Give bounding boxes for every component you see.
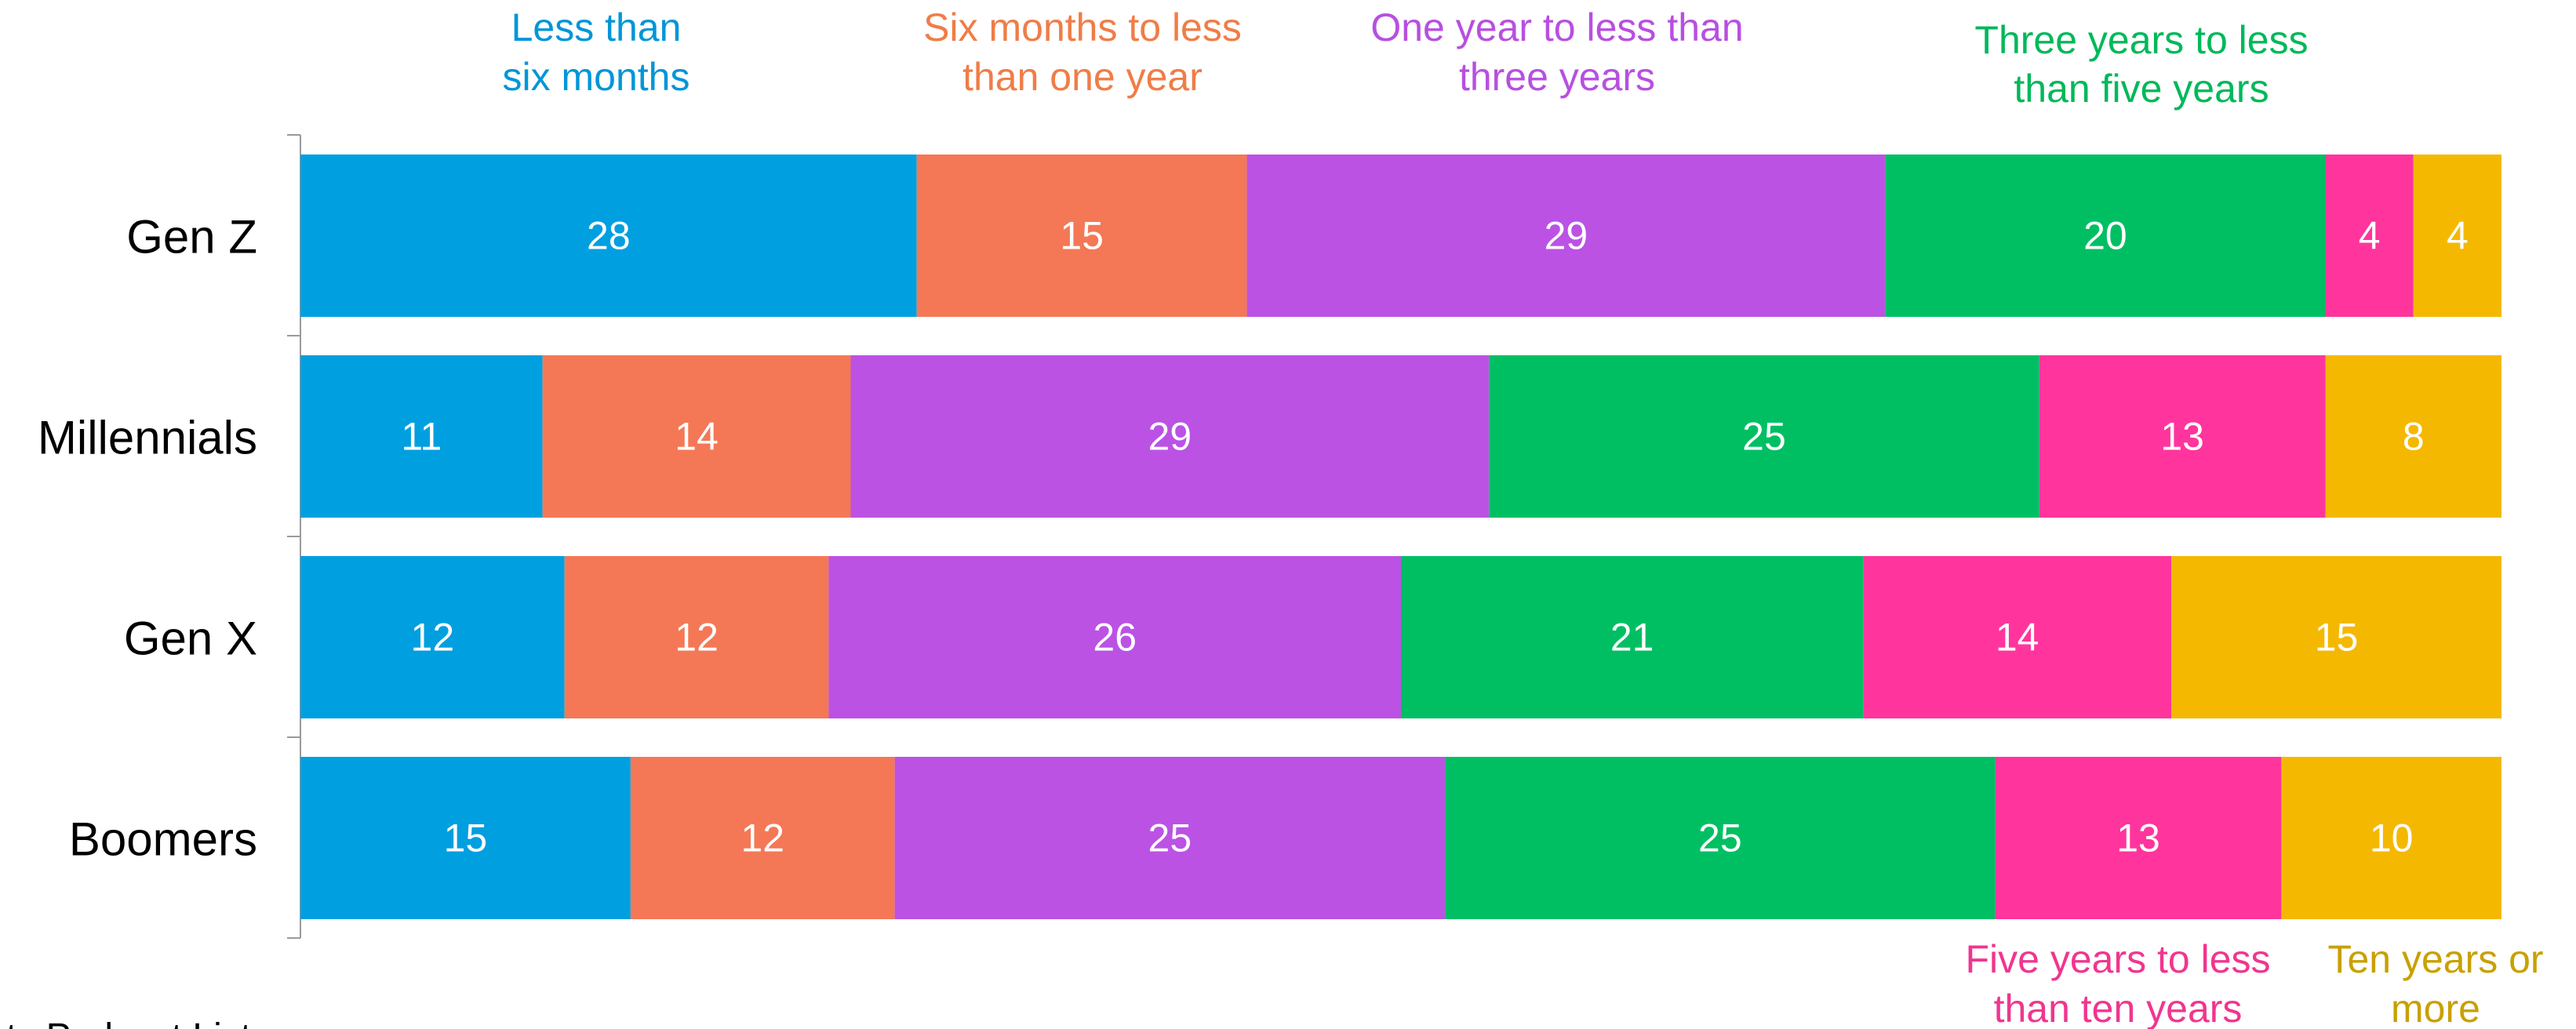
bars [300, 155, 2501, 919]
bar-boomers-ten-years-or-more [2281, 757, 2501, 919]
data-label-millennials-six-months-to-less-than-one-year: 14 [675, 415, 719, 459]
legend: Less than six months Six months to less tha… [503, 5, 2544, 1029]
bar-millennials-five-years-to-less-than-ten-years [2039, 355, 2326, 518]
data-label-millennials-five-years-to-less-than-ten-years: 13 [2160, 415, 2204, 459]
data-label-gen-x-one-year-to-less-than-three-years: 26 [1093, 616, 1137, 660]
bar-millennials-one-year-to-less-than-three-years [850, 355, 1490, 518]
bar-gen-x-one-year-to-less-than-three-years [828, 556, 1401, 718]
data-label-gen-x-three-years-to-less-than-five-years: 21 [1610, 616, 1654, 660]
bar-boomers-six-months-to-less-than-one-year [630, 757, 895, 919]
bar-gen-x-three-years-to-less-than-five-years [1401, 556, 1864, 718]
legend-label-less-than-six-months: Less than six months [503, 5, 690, 99]
category-axis [287, 134, 301, 939]
bar-boomers-one-year-to-less-than-three-years [894, 757, 1446, 919]
bar-gen-x-ten-years-or-more [2171, 556, 2501, 718]
data-label-gen-z-one-year-to-less-than-three-years: 29 [1545, 214, 1588, 258]
bar-millennials-six-months-to-less-than-one-year [542, 355, 851, 518]
legend-label-one-year-to-less-than-three-years: One year to less than three years [1370, 5, 1743, 99]
data-label-gen-z-six-months-to-less-than-one-year: 15 [1060, 214, 1104, 258]
data-label-boomers-less-than-six-months: 15 [444, 816, 488, 860]
bar-boomers-three-years-to-less-than-five-years [1445, 757, 1996, 919]
data-label-millennials-three-years-to-less-than-five-years: 25 [1742, 415, 1786, 459]
data-label-boomers-six-months-to-less-than-one-year: 12 [740, 816, 784, 860]
bar-gen-x-five-years-to-less-than-ten-years [1863, 556, 2172, 718]
data-label-millennials-one-year-to-less-than-three-years: 29 [1148, 415, 1192, 459]
legend-label-five-years-to-less-than-ten-years: Five years to less than ten years [1965, 937, 2270, 1029]
data-label-gen-z-ten-years-or-more: 4 [2447, 214, 2469, 258]
data-label-gen-z-five-years-to-less-than-ten-years: 4 [2359, 214, 2381, 258]
bar-gen-z-less-than-six-months [300, 155, 917, 317]
data-label-millennials-less-than-six-months: 11 [401, 415, 442, 459]
footer-text: rts Podcast Listeners [0, 1016, 345, 1029]
data-label-boomers-three-years-to-less-than-five-years: 25 [1698, 816, 1742, 860]
category-labels: Gen Z Millennials Gen X Boomers [38, 211, 257, 866]
bar-millennials-three-years-to-less-than-five-years [1489, 355, 2039, 518]
category-label-gen-z: Gen Z [126, 211, 257, 264]
bar-boomers-less-than-six-months [300, 757, 631, 919]
bar-millennials-ten-years-or-more [2325, 355, 2501, 518]
legend-label-six-months-to-less-than-one-year: Six months to less than one year [923, 5, 1242, 99]
legend-label-ten-years-or-more: Ten years or more [2327, 937, 2543, 1029]
data-label-boomers-five-years-to-less-than-ten-years: 13 [2116, 816, 2160, 860]
data-label-gen-z-less-than-six-months: 28 [587, 214, 631, 258]
category-label-boomers: Boomers [69, 813, 257, 866]
bar-gen-x-less-than-six-months [300, 556, 565, 718]
bar-gen-x-six-months-to-less-than-one-year [564, 556, 829, 718]
data-label-gen-x-less-than-six-months: 12 [411, 616, 455, 660]
data-label-gen-x-five-years-to-less-than-ten-years: 14 [1996, 616, 2039, 660]
bar-gen-z-three-years-to-less-than-five-years [1885, 155, 2326, 317]
bar-gen-z-five-years-to-less-than-ten-years [2325, 155, 2414, 317]
bar-gen-z-six-months-to-less-than-one-year [916, 155, 1247, 317]
data-label-gen-x-six-months-to-less-than-one-year: 12 [675, 616, 719, 660]
data-label-gen-z-three-years-to-less-than-five-years: 20 [2083, 214, 2127, 258]
data-label-boomers-one-year-to-less-than-three-years: 25 [1148, 816, 1192, 860]
bar-gen-z-one-year-to-less-than-three-years [1246, 155, 1886, 317]
data-label-millennials-ten-years-or-more: 8 [2403, 415, 2425, 459]
data-label-gen-x-ten-years-or-more: 15 [2315, 616, 2359, 660]
data-labels: 28 15 29 20 4 4 11 14 29 25 13 8 12 12 26 21 14 15 15 12 25 2… [401, 214, 2468, 860]
data-label-boomers-ten-years-or-more: 10 [2370, 816, 2414, 860]
bar-millennials-less-than-six-months [300, 355, 543, 518]
bar-gen-z-ten-years-or-more [2413, 155, 2501, 317]
legend-label-three-years-to-less-than-five-years: Three years to less than five years [1974, 18, 2308, 111]
bar-boomers-five-years-to-less-than-ten-years [1995, 757, 2282, 919]
category-label-millennials: Millennials [38, 412, 257, 464]
category-label-gen-x: Gen X [124, 613, 257, 665]
